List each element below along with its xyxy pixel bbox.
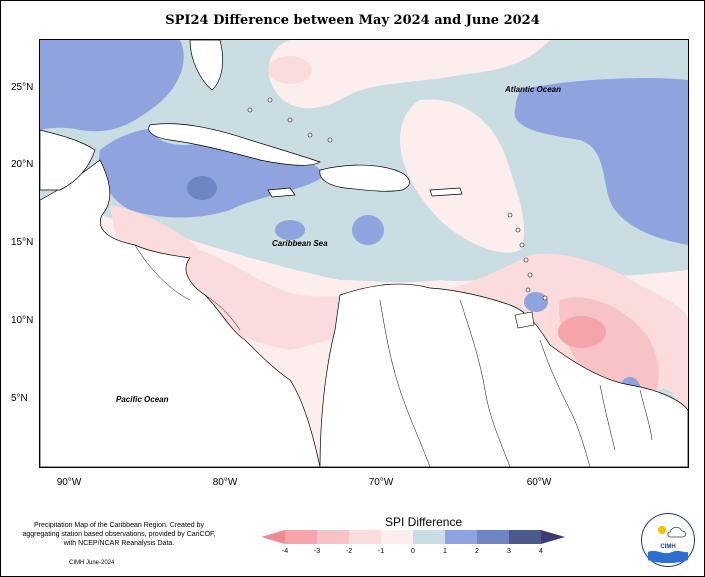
legend-arrow-low (261, 530, 285, 544)
spi-zone-neg-top (268, 40, 550, 109)
legend-tick-label: 4 (539, 548, 543, 555)
lat-tick-15n: 15°N (11, 237, 34, 248)
legend-tick-label: 3 (507, 548, 511, 555)
lon-tick-60w: 60°W (526, 477, 552, 488)
logo-text: CIMH (660, 544, 676, 550)
atlantic-ocean-label: Atlantic Ocean (504, 85, 561, 94)
legend-swatch (381, 530, 413, 544)
legend-tick-label: 0 (411, 548, 415, 555)
lat-tick-10n: 10°N (11, 315, 34, 326)
land-yucatan (40, 129, 96, 191)
spi-zone-neg-florida (268, 56, 312, 84)
spi-zone-pos-gulf (40, 40, 184, 132)
legend-tick-label: -2 (345, 548, 353, 555)
color-legend (261, 530, 571, 551)
country-borders (134, 244, 653, 467)
legend-tick-label: -4 (281, 548, 289, 555)
legend-swatch (445, 530, 477, 544)
cloud-icon (667, 526, 686, 538)
map-panel: Atlantic Ocean Caribbean Sea Pacific Oce… (39, 39, 689, 468)
map-footnote: Precipitation Map of the Caribbean Regio… (22, 522, 216, 547)
legend-arrow-high (541, 530, 565, 544)
legend-tick-label: 2 (475, 548, 479, 555)
land-central-america (40, 159, 321, 467)
legend-swatch (285, 530, 317, 544)
map-credit: CIMH June-2024 (69, 560, 115, 566)
land-jamaica (267, 187, 296, 198)
spi-zone-pos-atlantic (514, 78, 688, 245)
land-florida (189, 40, 223, 91)
land-south-america (319, 283, 688, 467)
legend-tick-label: -1 (377, 548, 385, 555)
legend-swatch (349, 530, 381, 544)
lat-tick-20n: 20°N (11, 159, 34, 170)
caribbean-sea-label: Caribbean Sea (272, 239, 328, 248)
lat-tick-5n: 5°N (11, 393, 28, 404)
wave-icon (648, 550, 688, 563)
land-lesser-antilles (247, 97, 548, 329)
land-hispaniola (319, 164, 410, 192)
legend-title: SPI Difference (385, 515, 463, 529)
legend-tick-label: -3 (313, 548, 321, 555)
map-title: SPI24 Difference between May 2024 and Ju… (165, 13, 540, 28)
lat-tick-25n: 25°N (11, 82, 34, 93)
lon-tick-80w: 80°W (212, 477, 238, 488)
spi-zone-pos-cuba-core (187, 176, 217, 200)
spi-zone-neg-center (400, 99, 525, 253)
legend-swatch (317, 530, 349, 544)
spi-zone-pos-central (352, 215, 384, 245)
cimh-logo: CIMH (641, 513, 695, 567)
pacific-ocean-label: Pacific Ocean (116, 395, 169, 404)
lon-tick-70w: 70°W (368, 477, 394, 488)
spi-zone-pos-jamaica (275, 220, 305, 240)
sun-icon (658, 526, 666, 534)
land-puerto-rico (429, 187, 463, 197)
legend-swatch (509, 530, 541, 544)
legend-swatch (413, 530, 445, 544)
lon-tick-90w: 90°W (56, 477, 82, 488)
land-cuba (148, 123, 321, 166)
spi-zone-pos-barbados (524, 292, 548, 312)
legend-swatch (477, 530, 509, 544)
spi-zone-neg-guiana-core (558, 316, 606, 348)
legend-tick-label: 1 (443, 548, 447, 555)
